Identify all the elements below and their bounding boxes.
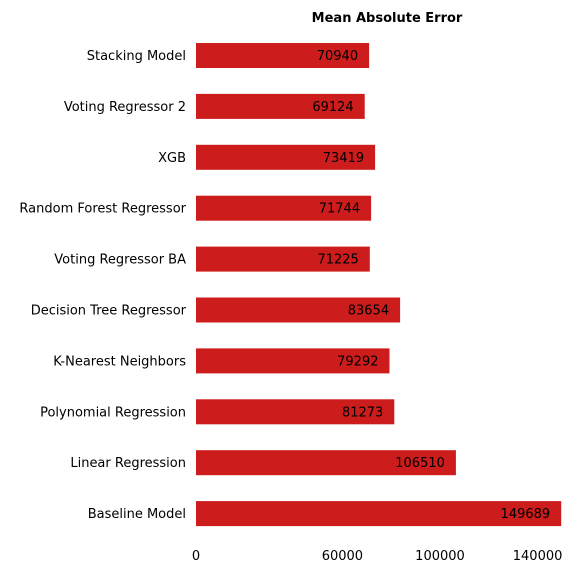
- category-label-1: Voting Regressor 2: [64, 100, 186, 115]
- category-label-7: Polynomial Regression: [40, 405, 186, 420]
- category-label-0: Stacking Model: [87, 49, 186, 64]
- bar-0: [196, 43, 370, 68]
- x-tick-label-2: 100000: [415, 549, 465, 564]
- value-label-2: 73419: [323, 151, 364, 166]
- value-label-0: 70940: [317, 49, 358, 64]
- x-tick-label-0: 0: [192, 549, 200, 564]
- bar-8: [196, 450, 456, 476]
- category-label-6: K-Nearest Neighbors: [53, 354, 186, 369]
- category-label-9: Baseline Model: [88, 507, 186, 522]
- x-tick-label-3: 140000: [513, 549, 563, 564]
- value-label-8: 106510: [395, 456, 445, 471]
- value-label-5: 83654: [348, 304, 389, 319]
- x-axis-ticks: 0 60000 100000 140000: [192, 549, 563, 564]
- category-label-4: Voting Regressor BA: [54, 253, 186, 268]
- category-label-8: Linear Regression: [70, 456, 186, 471]
- category-label-5: Decision Tree Regressor: [31, 304, 187, 319]
- bar-2: [196, 144, 376, 170]
- bar-3: [196, 195, 372, 221]
- value-label-6: 79292: [337, 354, 378, 369]
- category-label-3: Random Forest Regressor: [19, 202, 186, 217]
- chart-title: Mean Absolute Error: [312, 11, 463, 26]
- category-label-2: XGB: [158, 151, 186, 166]
- bar-7: [196, 399, 395, 425]
- bar-4: [196, 246, 370, 272]
- bar-1: [196, 93, 365, 119]
- value-label-4: 71225: [317, 253, 358, 268]
- bars-group: Stacking Model 70940 Voting Regressor 2 691…: [19, 43, 562, 527]
- bar-6: [196, 348, 390, 374]
- value-label-7: 81273: [342, 405, 383, 420]
- bar-5: [196, 297, 401, 323]
- value-label-9: 149689: [501, 507, 551, 522]
- value-label-3: 71744: [319, 202, 360, 217]
- bar-9: [196, 501, 562, 527]
- value-label-1: 69124: [312, 100, 353, 115]
- x-tick-label-1: 60000: [322, 549, 363, 564]
